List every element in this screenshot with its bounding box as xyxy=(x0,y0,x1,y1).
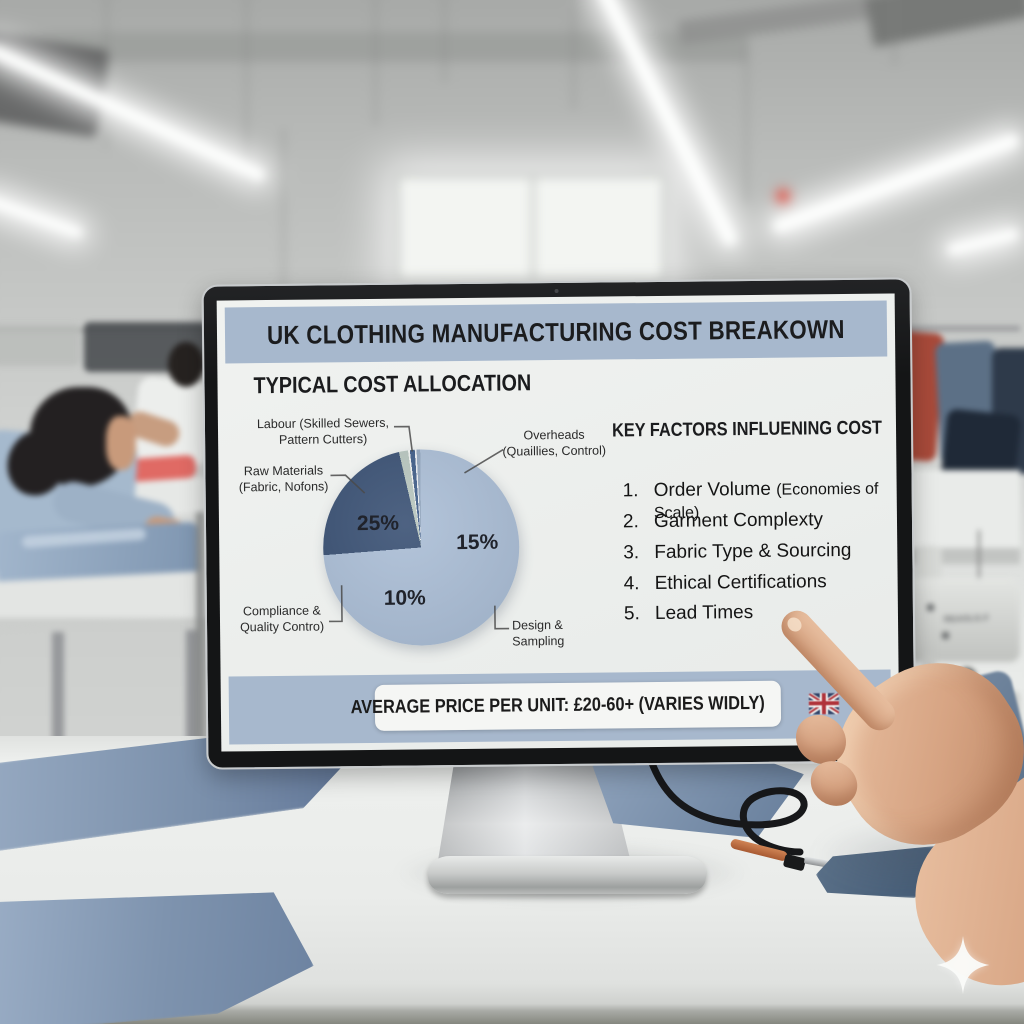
hanging-wire xyxy=(374,0,377,126)
pie-label-25: 25% xyxy=(356,511,400,536)
clothes-rail-right xyxy=(870,326,1020,331)
hanging-wire xyxy=(745,43,748,203)
title-band: UK CLOTHING MANUFACTURING COST BREAKOWN xyxy=(224,300,888,364)
key-factor-item: 3. Fabric Type & Sourcing xyxy=(623,539,852,564)
uk-flag-icon xyxy=(808,692,839,714)
worker-2-head xyxy=(168,342,204,387)
screen: UK CLOTHING MANUFACTURING COST BREAKOWN … xyxy=(216,293,900,752)
hanging-wire xyxy=(105,0,108,148)
key-factor-item: 5. Lead Times xyxy=(623,601,754,625)
callout-overheads: Overheads (Quaillies, Control) xyxy=(502,427,607,459)
hanging-wire xyxy=(245,0,248,183)
pie-label-15: 15% xyxy=(456,530,499,555)
callout-design: Design & Sampling xyxy=(511,617,565,649)
worker-1-face xyxy=(106,416,136,470)
hanging-wire xyxy=(572,0,575,110)
callout-labour: Labour (Skilled Sewers, Pattern Cutters) xyxy=(256,415,390,447)
callout-raw-materials: Raw Materials (Fabric, Nofons) xyxy=(238,463,329,495)
callout-compliance: Compliance & Quality Contro) xyxy=(239,603,325,635)
red-indicator-light xyxy=(777,190,789,202)
pie-label-10: 10% xyxy=(383,586,426,610)
sewing-machine-knob xyxy=(942,632,949,639)
price-banner-text: AVERAGE PRICE PER UNIT: £20-60+ (VARIES … xyxy=(350,692,766,719)
hanging-wire xyxy=(443,0,446,83)
infographic-title: UK CLOTHING MANUFACTURING COST BREAKOWN xyxy=(266,313,845,350)
hand-shadow xyxy=(812,820,1012,890)
sparkle-watermark-icon xyxy=(936,936,990,994)
key-factors-heading: KEY FACTORS INFLUENING COST xyxy=(611,417,883,442)
hanging-wire xyxy=(282,128,285,328)
section-heading: TYPICAL COST ALLOCATION xyxy=(253,369,532,399)
monitor: UK CLOTHING MANUFACTURING COST BREAKOWN … xyxy=(201,277,917,770)
price-banner: AVERAGE PRICE PER UNIT: £20-60+ (VARIES … xyxy=(351,680,839,731)
table-leg xyxy=(186,630,198,744)
window xyxy=(396,174,666,282)
sewing-machine-thread xyxy=(978,530,980,582)
key-factor-item: 4. Ethical Certifications xyxy=(623,571,827,595)
sewing-machine-brand-text: REAOLG.F xyxy=(943,613,990,624)
monitor-stand-base xyxy=(428,856,706,894)
support-pole xyxy=(196,512,204,750)
hanging-wire xyxy=(893,0,896,66)
webcam-dot xyxy=(554,288,559,294)
clothes-rack-left-light xyxy=(0,324,80,366)
sewing-machine-knob xyxy=(927,604,934,611)
table-leg xyxy=(52,632,64,750)
key-factor-item: 2. Garment Complexty xyxy=(622,509,824,533)
